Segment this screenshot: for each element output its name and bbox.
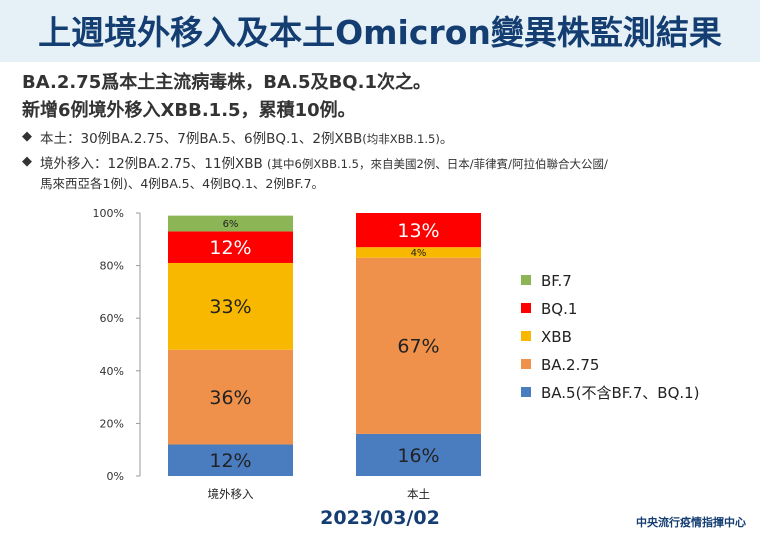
bar-segment xyxy=(168,444,293,476)
data-label: 67% xyxy=(397,336,439,358)
legend-swatch xyxy=(521,387,531,397)
bar-segment xyxy=(168,349,293,445)
y-tick-label: 60% xyxy=(100,312,124,325)
bullet-local: 本土：30例BA.2.75、7例BA.5、6例BQ.1、2例XBB(均非XBB.… xyxy=(40,127,453,147)
bullet-diamond-icon: ◆ xyxy=(22,129,32,144)
bullet-local-note: (均非XBB.1.5) xyxy=(362,132,440,146)
y-tick-label: 40% xyxy=(100,365,124,378)
bar-segment xyxy=(356,247,481,258)
y-tick-label: 0% xyxy=(107,470,124,483)
x-tick-label: 本土 xyxy=(407,487,430,501)
bar-segment xyxy=(168,231,293,263)
data-label: 4% xyxy=(411,248,427,259)
y-tick-label: 100% xyxy=(93,207,124,220)
bullet-diamond-icon: ◆ xyxy=(22,154,32,169)
bullet-local-tail: 。 xyxy=(439,131,454,147)
y-tick-label: 80% xyxy=(100,260,124,273)
legend-swatch xyxy=(521,275,531,285)
bar-segment xyxy=(168,215,293,232)
title-bar xyxy=(0,0,760,62)
bar-segment xyxy=(356,213,481,248)
legend-swatch xyxy=(521,359,531,369)
bar-segment xyxy=(356,257,481,434)
summary-line-1: BA.2.75爲本土主流病毒株，BA.5及BQ.1次之。 xyxy=(22,72,431,93)
legend-label: XBB xyxy=(541,328,572,346)
x-tick-label: 境外移入 xyxy=(208,487,254,501)
report-date: 2023/03/02 xyxy=(320,507,440,529)
summary-line-2: 新增6例境外移入XBB.1.5，累積10例。 xyxy=(22,100,356,121)
legend-label: BF.7 xyxy=(541,272,572,290)
data-label: 16% xyxy=(397,445,439,467)
bullet-imported-lead: 境外移入：12例BA.2.75、11例XBB xyxy=(40,156,263,172)
y-tick-label: 20% xyxy=(100,417,124,430)
data-label: 6% xyxy=(223,219,239,230)
bar-segment xyxy=(356,433,481,476)
legend-swatch xyxy=(521,331,531,341)
bar-segment xyxy=(168,262,293,350)
data-label: 36% xyxy=(209,387,251,409)
legend-swatch xyxy=(521,303,531,313)
data-label: 33% xyxy=(209,296,251,318)
data-label: 12% xyxy=(209,450,251,472)
legend-label: BA.5(不含BF.7、BQ.1) xyxy=(541,384,700,402)
source-label: 中央流行疫情指揮中心 xyxy=(636,516,746,529)
bullet-imported-line2: 馬來西亞各1例)、4例BA.5、4例BQ.1、2例BF.7。 xyxy=(40,176,325,191)
legend-label: BQ.1 xyxy=(541,300,577,318)
data-label: 12% xyxy=(209,237,251,259)
bullet-imported: 境外移入：12例BA.2.75、11例XBB (其中6例XBB.1.5，來自美國… xyxy=(40,152,608,172)
page-title: 上週境外移入及本土Omicron變異株監測結果 xyxy=(38,13,722,52)
legend-label: BA.2.75 xyxy=(541,356,599,374)
bullet-imported-note: (其中6例XBB.1.5，來自美國2例、日本/菲律賓/阿拉伯聯合大公國/ xyxy=(267,157,608,171)
bullet-local-lead: 本土：30例BA.2.75、7例BA.5、6例BQ.1、2例XBB xyxy=(40,131,363,147)
data-label: 13% xyxy=(397,220,439,242)
